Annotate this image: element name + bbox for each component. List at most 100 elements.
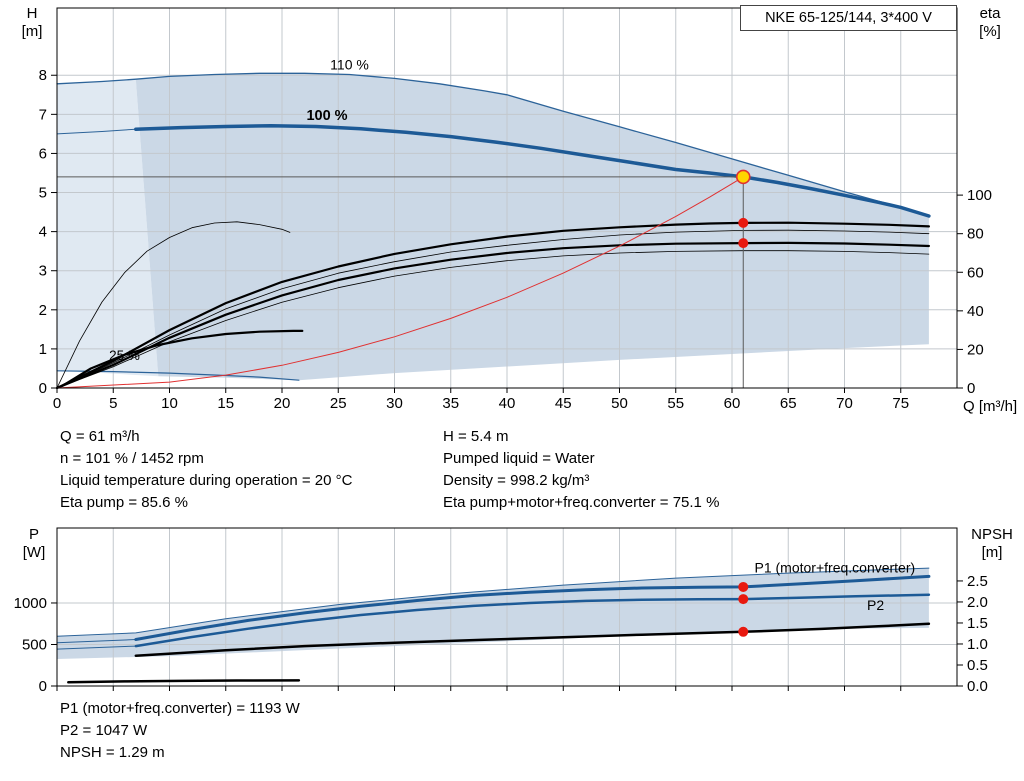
curve-label: P2 <box>867 597 884 613</box>
x-tick-label: 15 <box>217 395 234 412</box>
density-text: Density = 998.2 kg/m³ <box>443 472 590 489</box>
p2-text: P2 = 1047 W <box>60 722 148 739</box>
p1-text: P1 (motor+freq.converter) = 1193 W <box>60 700 300 717</box>
duty-head-text: H = 5.4 m <box>443 428 509 445</box>
npsh-curve <box>134 622 931 657</box>
q-axis-title: Q [m³/h] <box>963 398 1018 415</box>
eta-total-point <box>738 238 749 249</box>
npsh-axis-title: NPSH [m] <box>964 526 1020 562</box>
y-left-tick-label: 7 <box>39 106 47 123</box>
pumped-liquid-text: Pumped liquid = Water <box>443 450 595 467</box>
y-right-tick-label: 1.5 <box>967 615 988 632</box>
eta-axis-title: eta [%] <box>968 5 1012 41</box>
duty-info-right: H = 5.4 m Pumped liquid = Water Density … <box>443 426 719 514</box>
y-left-tick-label: 8 <box>39 67 47 84</box>
x-tick-label: 50 <box>611 395 628 412</box>
eta-thin-curve-b <box>56 250 930 389</box>
speed-110-curve <box>56 72 930 216</box>
y-right-tick-label: 100 <box>967 187 992 204</box>
x-tick-label: 60 <box>724 395 741 412</box>
duty-info-left: Q = 61 m³/h n = 101 % / 1452 rpm Liquid … <box>60 426 352 514</box>
y-left-tick-label: 0 <box>39 678 47 695</box>
p2-curve <box>134 593 931 648</box>
npsh-text: NPSH = 1.29 m <box>60 744 165 761</box>
p1-curve <box>134 574 931 641</box>
h-axis-unit: [m] <box>21 23 43 40</box>
curve-label: 25 % <box>109 348 140 363</box>
y-left-tick-label: 500 <box>22 636 47 653</box>
low-speed-power-curve <box>61 329 304 387</box>
p1-point <box>738 581 749 592</box>
x-tick-label: 40 <box>499 395 516 412</box>
power-envelope <box>57 568 929 659</box>
y-left-tick-label: 1000 <box>14 595 47 612</box>
p1-lead <box>56 639 137 644</box>
y-right-tick-label: 0.0 <box>967 678 988 695</box>
x-tick-label: 25 <box>330 395 347 412</box>
y-right-tick-label: 0.5 <box>967 657 988 674</box>
curve-label: 100 % <box>306 108 347 124</box>
y-right-tick-label: 2.0 <box>967 594 988 611</box>
eta-thin-curve-a <box>56 229 930 389</box>
speed-100-lead <box>56 128 137 135</box>
duty-point[interactable] <box>735 169 751 185</box>
eta-pump-text: Eta pump = 85.6 % <box>60 494 188 511</box>
eta-axis-symbol: eta <box>979 5 1001 22</box>
envelope-main <box>135 73 929 381</box>
duty-speed-text: n = 101 % / 1452 rpm <box>60 450 204 467</box>
h-axis-symbol: H <box>26 5 38 22</box>
y-right-tick-label: 20 <box>967 341 984 358</box>
p-axis-unit: [W] <box>22 544 46 561</box>
x-tick-label: 45 <box>555 395 572 412</box>
npsh-axis-symbol: NPSH <box>971 526 1013 543</box>
y-left-tick-label: 4 <box>39 224 47 241</box>
speed-100-curve <box>134 123 931 218</box>
pump-title-box: NKE 65-125/144, 3*400 V <box>740 5 957 31</box>
y-left-tick-label: 3 <box>39 263 47 280</box>
power-envelope-top-line <box>56 567 930 637</box>
duty-flow-text: Q = 61 m³/h <box>60 428 140 445</box>
curve-label: P1 (motor+freq.converter) <box>755 559 916 575</box>
speed-25-curve <box>56 370 300 381</box>
x-tick-label: 5 <box>109 395 117 412</box>
eta-total-text: Eta pump+motor+freq.converter = 75.1 % <box>443 494 720 511</box>
x-tick-label: 35 <box>442 395 459 412</box>
x-tick-label: 65 <box>780 395 797 412</box>
y-left-tick-label: 2 <box>39 302 47 319</box>
y-left-tick-label: 1 <box>39 341 47 358</box>
curve-label: 110 % <box>330 56 369 72</box>
p-axis-symbol: P <box>28 526 39 543</box>
npsh-point <box>738 626 749 637</box>
y-right-tick-label: 80 <box>967 226 984 243</box>
x-tick-label: 55 <box>667 395 684 412</box>
y-right-tick-label: 0 <box>967 380 975 397</box>
y-left-tick-label: 0 <box>39 380 47 397</box>
eta-low-speed-arc <box>56 221 291 389</box>
npsh-axis-unit: [m] <box>981 544 1003 561</box>
p-axis-title: P [W] <box>14 526 54 562</box>
x-tick-label: 75 <box>892 395 909 412</box>
power-info-block: P1 (motor+freq.converter) = 1193 W P2 = … <box>60 698 300 764</box>
eta-total-curve <box>55 241 931 390</box>
x-tick-label: 10 <box>161 395 178 412</box>
p2-point <box>738 594 749 605</box>
x-tick-label: 0 <box>53 395 61 412</box>
p2-lead <box>56 645 137 650</box>
h-axis-title: H [m] <box>14 5 50 41</box>
system-curve <box>56 176 744 389</box>
liquid-temperature-text: Liquid temperature during operation = 20… <box>60 472 353 489</box>
x-tick-label: 70 <box>836 395 853 412</box>
y-right-tick-label: 1.0 <box>967 636 988 653</box>
y-left-tick-label: 6 <box>39 145 47 162</box>
y-right-tick-label: 2.5 <box>967 573 988 590</box>
eta-pump-curve <box>55 221 931 390</box>
eta-pump-point <box>738 217 749 228</box>
y-left-tick-label: 5 <box>39 185 47 202</box>
x-tick-label: 30 <box>386 395 403 412</box>
eta-axis-unit: [%] <box>979 23 1001 40</box>
y-right-tick-label: 60 <box>967 264 984 281</box>
low-speed-power-line <box>67 679 301 684</box>
x-tick-label: 20 <box>274 395 291 412</box>
